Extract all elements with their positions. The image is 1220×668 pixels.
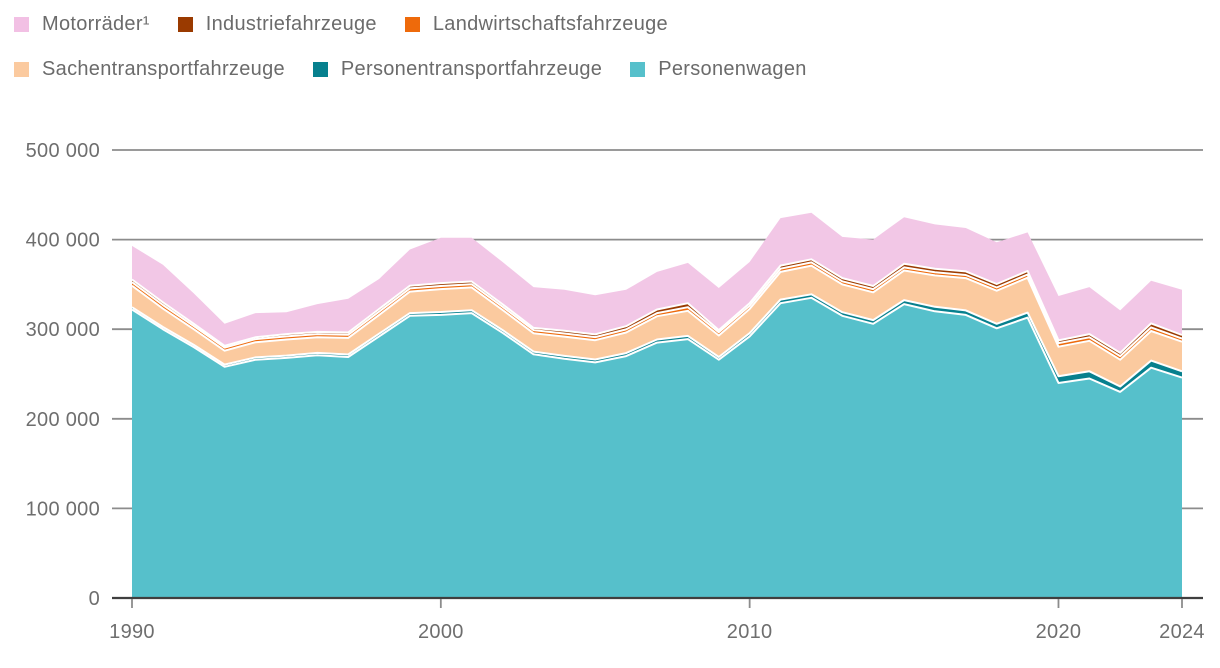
x-axis-label-1990: 1990 [109, 621, 155, 643]
series-separator [131, 293, 1183, 388]
legend-label: Personenwagen [658, 58, 807, 80]
series-separator [131, 296, 1183, 393]
y-axis-label-400000: 400 000 [26, 230, 100, 252]
x-axis-label-2020: 2020 [1036, 621, 1082, 643]
y-axis-label-500000: 500 000 [26, 140, 100, 162]
legend-item-sachentransportfahrzeuge[interactable]: Sachentransportfahrzeuge [14, 55, 285, 83]
legend-label: Personentransportfahrzeuge [340, 58, 603, 80]
y-axis-label-300000: 300 000 [26, 319, 100, 341]
legend-label: Landwirtschaftsfahrzeuge [432, 13, 668, 35]
legend-swatch-icon [14, 16, 29, 32]
legend-swatch-icon [177, 16, 193, 32]
legend-item-landwirtschaftsfahrzeuge[interactable]: Landwirtschaftsfahrzeuge [404, 10, 668, 38]
legend-swatch-icon [404, 16, 420, 32]
legend-swatch-icon [630, 61, 646, 77]
x-axis-label-2000: 2000 [418, 621, 464, 643]
legend-item-motorrder[interactable]: Motorräder¹ [14, 10, 150, 38]
series-separator [131, 261, 1183, 358]
y-axis-label-0: 0 [89, 588, 100, 610]
chart-legend: Motorräder¹ Industriefahrzeuge Landwirtsch… [14, 10, 1210, 83]
series-separator [131, 264, 1183, 361]
y-axis-label-200000: 200 000 [26, 409, 100, 431]
area-personenwagen [132, 297, 1182, 598]
y-axis-label-100000: 100 000 [26, 498, 100, 520]
legend-label: Industriefahrzeuge [205, 13, 377, 35]
series-separator [131, 258, 1183, 354]
legend-item-personenwagen[interactable]: Personenwagen [630, 55, 806, 83]
legend-swatch-icon [312, 61, 328, 77]
legend-label: Sachentransportfahrzeuge [42, 58, 285, 80]
x-axis-label-2010: 2010 [727, 621, 773, 643]
x-axis-label-2024: 2024 [1159, 621, 1205, 643]
legend-label: Motorräder¹ [42, 13, 150, 35]
legend-item-industriefahrzeuge[interactable]: Industriefahrzeuge [177, 10, 377, 38]
stacked-area-chart: 0 100 000 200 000 300 000 400 000 500 000 1990… [26, 140, 1205, 643]
legend-item-personentransportfahrzeuge[interactable]: Personentransportfahrzeuge [312, 55, 603, 83]
legend-row: Sachentransportfahrzeuge Personentranspor… [14, 55, 1210, 83]
legend-row: Motorräder¹ Industriefahrzeuge Landwirtsch… [14, 10, 1210, 38]
legend-swatch-icon [14, 61, 29, 77]
